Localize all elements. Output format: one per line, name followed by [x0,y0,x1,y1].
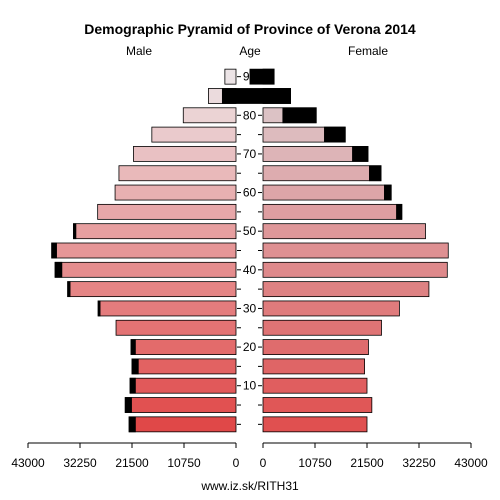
male-foreign-bar-15-19 [131,358,139,375]
male-bar-45-49 [51,242,237,259]
age-tick-label: 80 [243,108,257,122]
male-foreign-bar-50-54 [73,223,77,240]
female-bar-50-54 [262,223,426,240]
female-bar-45-49 [262,242,449,259]
male-bar-40-44 [54,261,237,278]
female-x-tick-label: 32250 [402,456,436,470]
axes-group: 10 20 30 40 50 60 70 80 90 43000 32250 21500 10750 0 0… [11,70,488,470]
age-tick-label: 70 [243,147,257,161]
male-bar-55-59 [97,203,237,220]
male-bar-15-19 [131,358,237,375]
female-foreign-bar-70-74 [352,146,369,162]
bars-group [51,68,449,433]
female-bar-40-44 [262,261,448,278]
female-bar-25-29 [262,319,382,336]
male-bar-35-39 [67,281,237,298]
age-tick-label: 30 [243,301,257,315]
male-bar-50-54 [73,223,237,240]
male-bar-25-29 [115,319,237,336]
female-foreign-bar-75-79 [324,126,346,143]
female-foreign-bar-90+ [249,68,275,85]
age-tick-label: 40 [243,263,257,277]
male-x-tick-label: 32250 [63,456,97,470]
female-bar-35-39 [262,281,430,298]
male-bar-5-9 [124,397,237,413]
male-x-tick-label: 21500 [115,456,149,470]
male-foreign-bar-5-9 [124,397,132,413]
female-bar-10-14 [262,377,368,394]
female-foreign-bar-85-89 [221,88,291,104]
chart-title: Demographic Pyramid of Province of Veron… [84,21,416,37]
male-bar-75-79 [151,126,237,143]
female-foreign-bar-60-64 [384,184,392,201]
age-tick-label: 90 [243,70,257,84]
male-foreign-bar-30-34 [97,300,101,317]
female-x-tick-label: 10750 [298,456,332,470]
age-tick-label: 20 [243,340,257,354]
male-foreign-bar-0-4 [128,416,136,433]
female-x-tick-label: 43000 [454,456,488,470]
female-bar-5-9 [262,397,373,413]
male-bar-70-74 [133,146,237,162]
age-tick-label: 10 [243,379,257,393]
female-bar-15-19 [262,358,365,375]
male-bar-10-14 [129,377,237,394]
male-bar-80-84 [182,107,237,124]
male-label: Male [126,44,152,58]
female-label: Female [348,44,388,58]
male-x-tick-label: 43000 [11,456,45,470]
female-bar-55-59 [262,203,403,220]
male-bar-30-34 [97,300,237,317]
male-foreign-bar-20-24 [130,339,136,355]
male-foreign-bar-40-44 [54,261,63,278]
female-bar-60-64 [262,184,392,201]
male-bar-65-69 [118,165,237,182]
male-bar-60-64 [114,184,237,201]
female-foreign-bar-65-69 [369,165,382,182]
male-foreign-bar-10-14 [129,377,136,394]
age-tick-label: 50 [243,224,257,238]
age-label: Age [239,44,261,58]
male-foreign-bar-45-49 [51,242,57,259]
male-x-tick-label: 0 [233,456,240,470]
male-foreign-bar-35-39 [67,281,71,298]
age-tick-label: 60 [243,186,257,200]
male-x-tick-label: 10750 [167,456,201,470]
female-x-tick-label: 0 [260,456,267,470]
male-bar-20-24 [130,339,237,355]
male-bar-0-4 [128,416,237,433]
female-foreign-bar-55-59 [396,203,403,220]
female-bar-20-24 [262,339,369,355]
female-bar-30-34 [262,300,400,317]
female-x-tick-label: 21500 [350,456,384,470]
female-bar-65-69 [262,165,382,182]
male-bar-90+ [224,68,237,85]
female-foreign-bar-80-84 [282,107,317,124]
source-label: www.iz.sk/RITH31 [200,479,299,493]
female-bar-0-4 [262,416,368,433]
